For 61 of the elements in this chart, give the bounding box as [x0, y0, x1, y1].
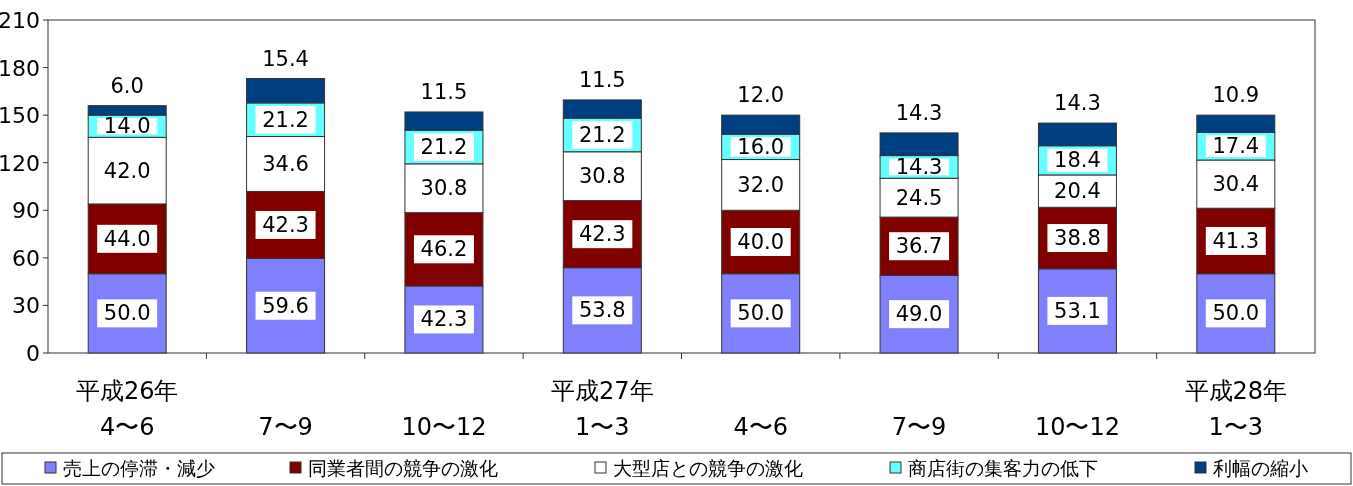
- x-tick-label: 4〜6: [733, 413, 788, 441]
- legend-label: 利幅の縮小: [1213, 457, 1308, 479]
- data-label: 11.5: [578, 67, 626, 92]
- data-label: 38.8: [1054, 226, 1101, 251]
- data-label: 18.4: [1054, 148, 1101, 173]
- y-tick-label: 120: [0, 150, 40, 176]
- x-tick-label: 平成26年 4〜6: [75, 377, 179, 441]
- legend-label: 商店街の集客力の低下: [908, 457, 1098, 479]
- data-label: 44.0: [103, 226, 151, 251]
- y-tick-label: 30: [12, 293, 40, 319]
- data-label: 42.3: [420, 307, 468, 332]
- data-label: 12.0: [737, 83, 785, 108]
- data-label: 20.4: [1054, 179, 1101, 204]
- y-tick-label: 180: [0, 55, 40, 81]
- data-label: 30.4: [1212, 172, 1260, 197]
- y-tick-label: 60: [12, 245, 40, 271]
- data-label: 53.1: [1054, 298, 1101, 323]
- legend-label: 売上の停滞・減少: [63, 457, 215, 479]
- data-label: 41.3: [1212, 228, 1260, 253]
- data-label: 14.3: [895, 154, 943, 179]
- x-tick-label: 平成28年 1〜3: [1184, 377, 1288, 441]
- data-label: 14.3: [895, 100, 943, 125]
- y-tick-label: 210: [0, 8, 40, 33]
- legend-label: 大型店との競争の激化: [613, 457, 803, 479]
- data-label: 59.6: [262, 293, 309, 318]
- x-tick-label: 10〜12: [401, 413, 487, 441]
- data-label: 21.2: [578, 122, 626, 147]
- data-label: 30.8: [420, 176, 468, 201]
- data-label: 40.0: [737, 230, 785, 254]
- data-label: 42.3: [578, 222, 626, 247]
- data-label: 49.0: [895, 302, 943, 327]
- data-label: 21.2: [262, 107, 309, 132]
- data-label: 21.2: [420, 135, 468, 160]
- y-tick-label: 0: [26, 341, 40, 366]
- data-label: 36.7: [895, 234, 943, 259]
- data-label: 34.6: [262, 151, 309, 176]
- data-label: 14.0: [103, 114, 151, 139]
- data-label: 50.0: [103, 301, 151, 326]
- y-tick-label: 150: [0, 103, 40, 129]
- data-label: 30.8: [578, 164, 626, 189]
- data-label: 42.3: [262, 212, 309, 237]
- data-label: 32.0: [737, 172, 785, 197]
- data-label: 53.8: [578, 298, 626, 323]
- data-label: 17.4: [1212, 134, 1260, 159]
- data-label: 50.0: [737, 301, 785, 326]
- data-label: 15.4: [262, 46, 309, 71]
- data-label: 46.2: [420, 237, 468, 262]
- data-label: 42.0: [103, 158, 151, 183]
- data-label: 11.5: [420, 79, 468, 104]
- x-tick-label: 7〜9: [258, 413, 313, 441]
- data-label: 6.0: [110, 73, 144, 98]
- legend-label: 同業者間の競争の激化: [308, 457, 498, 479]
- data-label: 14.3: [1054, 91, 1101, 116]
- data-label: 24.5: [895, 185, 943, 210]
- data-label: 10.9: [1212, 83, 1260, 108]
- x-tick-label: 10〜12: [1034, 413, 1120, 441]
- data-label: 16.0: [737, 134, 785, 159]
- x-tick-label: 平成27年 1〜3: [551, 377, 654, 441]
- data-label: 50.0: [1212, 301, 1260, 326]
- x-tick-label: 7〜9: [891, 413, 947, 441]
- y-tick-label: 90: [12, 198, 40, 224]
